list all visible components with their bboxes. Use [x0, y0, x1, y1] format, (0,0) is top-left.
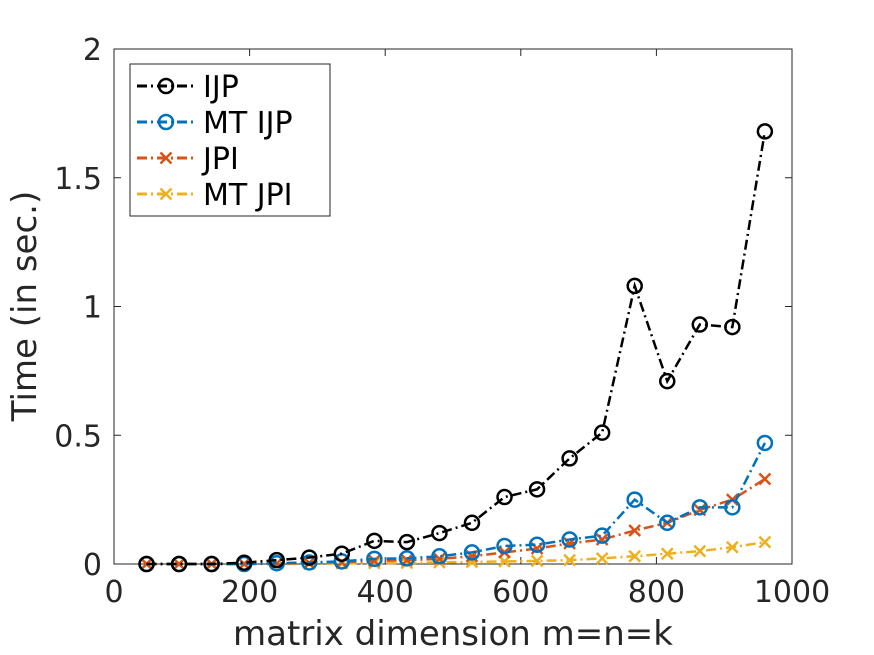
legend-item: JPI — [137, 142, 239, 177]
series-line — [146, 442, 766, 566]
data-point — [691, 316, 709, 333]
data-point — [170, 555, 188, 573]
data-point — [431, 524, 448, 542]
axis-ticks: 0 200 400 600 800 1000 0 0.5 1 1.5 2 — [54, 33, 830, 610]
data-point — [724, 499, 741, 516]
data-point — [628, 524, 642, 537]
data-point — [725, 540, 739, 554]
data-point — [691, 499, 709, 516]
y-tick-label: 0 — [83, 548, 102, 583]
legend-item: IJP — [137, 70, 239, 105]
data-point — [593, 424, 611, 441]
data-point — [366, 550, 383, 568]
legend-marker — [159, 187, 173, 201]
data-point — [626, 491, 643, 508]
data-point — [398, 533, 416, 551]
data-point — [496, 488, 513, 506]
legend-label: JPI — [201, 142, 239, 177]
series-line — [146, 131, 767, 566]
data-point — [658, 514, 676, 532]
data-point — [660, 547, 674, 561]
data-point — [138, 555, 155, 573]
data-point — [628, 549, 642, 563]
y-tick-label: 1.5 — [54, 162, 102, 197]
data-point — [301, 554, 318, 571]
data-point — [463, 544, 481, 561]
x-tick-label: 600 — [492, 575, 549, 610]
series-ijp — [138, 123, 774, 573]
data-point — [528, 481, 546, 498]
data-point — [172, 557, 186, 571]
x-tick-label: 0 — [104, 575, 123, 610]
data-point — [431, 548, 448, 565]
data-point — [563, 553, 576, 567]
legend-item: MT JPI — [137, 178, 293, 213]
y-tick-label: 0.5 — [54, 419, 102, 454]
data-point — [758, 535, 772, 549]
data-point — [528, 536, 546, 553]
legend-label: MT JPI — [203, 178, 293, 213]
data-point — [496, 537, 513, 555]
data-point — [658, 372, 676, 390]
legend-marker — [157, 113, 175, 131]
x-tick-label: 400 — [357, 575, 414, 610]
data-point — [595, 533, 609, 546]
legend-label: MT IJP — [203, 106, 293, 141]
x-tick-label: 1000 — [754, 575, 830, 610]
legend-item: MT IJP — [137, 106, 293, 141]
y-axis-label: Time (in sec.) — [5, 191, 45, 422]
data-point — [398, 550, 416, 567]
legend-marker — [159, 151, 173, 165]
data-point — [333, 545, 351, 562]
data-point — [561, 450, 578, 467]
data-point — [301, 549, 318, 566]
data-point — [756, 123, 774, 140]
x-axis-label: matrix dimension m=n=k — [233, 614, 673, 654]
data-point — [758, 472, 772, 486]
data-point — [693, 544, 707, 558]
data-point — [366, 532, 383, 550]
data-point — [530, 554, 544, 568]
y-tick-label: 1 — [83, 291, 102, 326]
data-point — [593, 527, 611, 544]
legend-marker — [157, 77, 175, 95]
x-tick-label: 200 — [221, 575, 278, 610]
data-point — [561, 531, 578, 548]
data-point — [203, 555, 220, 573]
data-point — [595, 551, 609, 565]
data-point — [268, 551, 285, 569]
data-point — [463, 514, 481, 532]
x-tick-label: 800 — [628, 575, 685, 610]
legend-label: IJP — [203, 70, 239, 105]
data-point — [756, 434, 774, 452]
data-point — [724, 318, 741, 336]
data-point — [626, 277, 643, 295]
data-point — [235, 554, 253, 571]
series-layer — [138, 123, 774, 573]
y-tick-label: 2 — [83, 33, 102, 68]
